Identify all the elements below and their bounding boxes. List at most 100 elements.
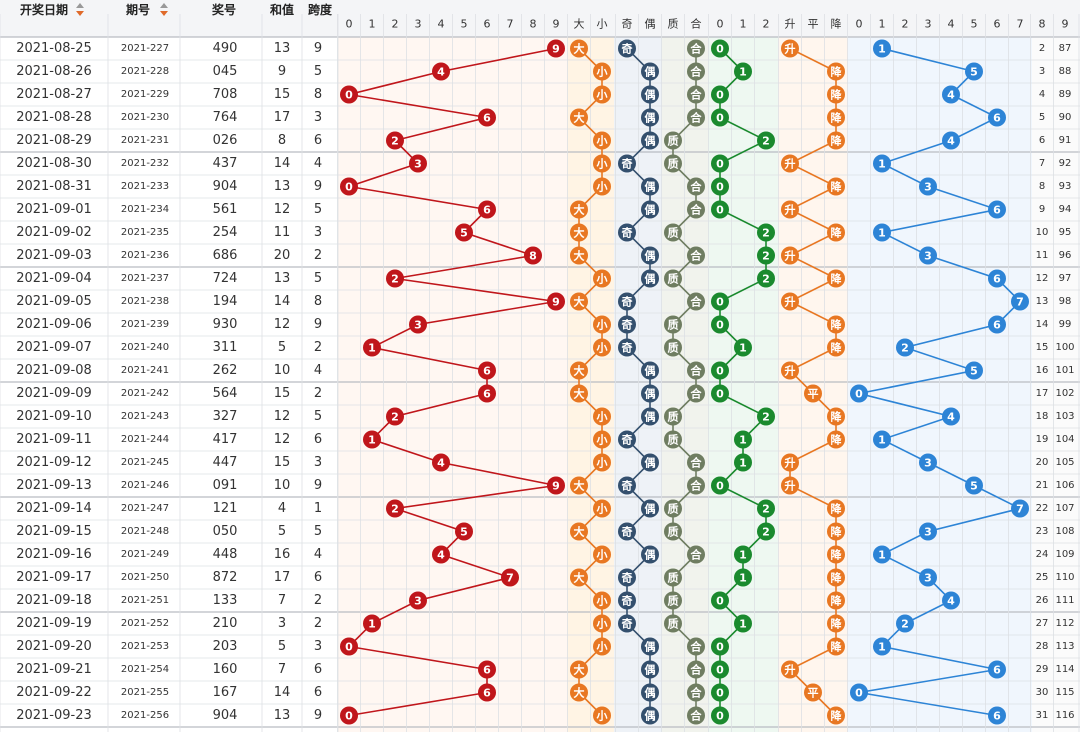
tail-ball — [1011, 292, 1029, 311]
prime-composite-ball-label: 合 — [691, 663, 703, 677]
prime-composite-ball-label: 质 — [668, 134, 679, 148]
row-date: 2021-09-08 — [16, 363, 92, 378]
row-date: 2021-08-25 — [16, 41, 92, 56]
digit-ball-label: 9 — [552, 480, 560, 493]
prime-composite-ball-label: 合 — [691, 249, 703, 263]
sort-arrow-icon[interactable] — [160, 3, 168, 8]
prime-composite-ball — [687, 108, 705, 127]
digit-ball — [340, 85, 358, 104]
tail-ball — [919, 246, 937, 265]
row-span: 5 — [314, 409, 322, 424]
road-ball-label: 2 — [762, 135, 770, 148]
tail-ball-label: 6 — [993, 204, 1001, 217]
row-miss-8: 22 — [1036, 503, 1049, 514]
tail-ball — [896, 338, 914, 357]
row-span: 2 — [314, 616, 322, 631]
digit-ball — [432, 62, 450, 81]
road-ball-label: 0 — [716, 43, 724, 56]
big-small-ball-label: 小 — [596, 318, 608, 332]
row-sum: 16 — [274, 547, 291, 562]
row-date: 2021-08-27 — [16, 87, 92, 102]
row-miss-9: 107 — [1055, 503, 1074, 514]
sort-arrow-icon[interactable] — [160, 11, 168, 16]
big-small-ball — [570, 200, 588, 219]
digit-ball-label: 6 — [483, 388, 491, 401]
row-date: 2021-09-12 — [16, 455, 92, 470]
row-miss-9: 99 — [1059, 319, 1072, 330]
prime-composite-ball-label: 合 — [691, 180, 703, 194]
road-ball-label: 1 — [739, 434, 747, 447]
big-small-ball — [593, 177, 611, 196]
row-date: 2021-09-05 — [16, 294, 92, 309]
prime-composite-ball-label: 质 — [668, 410, 679, 424]
big-small-ball-label: 大 — [574, 479, 585, 493]
sort-arrow-icon[interactable] — [76, 11, 84, 16]
odd-even-ball-label: 奇 — [622, 42, 633, 56]
row-miss-9: 103 — [1055, 411, 1074, 422]
prime-composite-ball-label: 质 — [668, 594, 679, 608]
road-ball-label: 0 — [716, 204, 724, 217]
digit-ball — [386, 499, 404, 518]
header-tail-digit: 5 — [971, 18, 978, 31]
up-down-ball — [781, 361, 799, 380]
big-small-ball-label: 大 — [574, 295, 585, 309]
tail-ball-label: 3 — [924, 181, 932, 194]
row-issue: 2021-227 — [121, 43, 169, 54]
prime-composite-ball — [664, 614, 682, 633]
prime-composite-ball — [687, 361, 705, 380]
row-number: 437 — [213, 156, 238, 171]
tail-ball — [988, 108, 1006, 127]
row-date: 2021-09-16 — [16, 547, 92, 562]
row-miss-9: 97 — [1059, 273, 1072, 284]
up-down-ball-label: 降 — [831, 502, 843, 516]
row-span: 2 — [314, 593, 322, 608]
big-small-ball — [593, 637, 611, 656]
header-span: 跨度 — [308, 2, 333, 17]
row-number: 203 — [213, 639, 238, 654]
up-down-ball — [827, 407, 845, 426]
header-digit: 8 — [530, 18, 537, 31]
row-sum: 5 — [278, 340, 286, 355]
digit-ball-label: 6 — [483, 112, 491, 125]
row-miss-9: 90 — [1059, 112, 1072, 123]
prime-composite-ball — [687, 683, 705, 702]
up-down-ball — [781, 476, 799, 495]
big-small-ball-label: 小 — [596, 65, 608, 79]
header-tail-digit: 8 — [1039, 18, 1046, 31]
odd-even-ball-label: 偶 — [645, 387, 656, 401]
big-small-ball — [570, 476, 588, 495]
row-date: 2021-09-06 — [16, 317, 92, 332]
up-down-ball-label: 降 — [831, 594, 843, 608]
header-issue: 期号 — [126, 2, 150, 17]
odd-even-ball — [641, 361, 659, 380]
road-ball-label: 2 — [762, 273, 770, 286]
prime-composite-ball — [687, 637, 705, 656]
row-sum: 3 — [278, 616, 286, 631]
row-span: 9 — [314, 478, 322, 493]
prime-composite-ball — [664, 568, 682, 587]
row-span: 8 — [314, 294, 322, 309]
big-small-ball-label: 小 — [596, 548, 608, 562]
row-miss-9: 89 — [1059, 89, 1072, 100]
odd-even-ball-label: 偶 — [645, 548, 656, 562]
row-miss-9: 110 — [1055, 572, 1074, 583]
road-ball — [757, 499, 775, 518]
digit-ball — [478, 384, 496, 403]
odd-even-ball-label: 偶 — [645, 364, 656, 378]
row-number: 561 — [213, 202, 238, 217]
sort-arrow-icon[interactable] — [76, 3, 84, 8]
digit-ball — [547, 39, 565, 58]
tail-ball-label: 1 — [878, 227, 886, 240]
row-sum: 4 — [278, 501, 286, 516]
odd-even-ball-label: 偶 — [645, 134, 656, 148]
big-small-ball — [570, 660, 588, 679]
row-date: 2021-08-29 — [16, 133, 92, 148]
big-small-ball — [593, 407, 611, 426]
digit-ball-label: 3 — [414, 319, 422, 332]
road-ball-label: 0 — [716, 641, 724, 654]
road-ball — [757, 269, 775, 288]
big-small-ball-label: 小 — [596, 180, 608, 194]
row-date: 2021-09-07 — [16, 340, 92, 355]
row-span: 3 — [314, 110, 322, 125]
odd-even-ball-label: 奇 — [622, 226, 633, 240]
